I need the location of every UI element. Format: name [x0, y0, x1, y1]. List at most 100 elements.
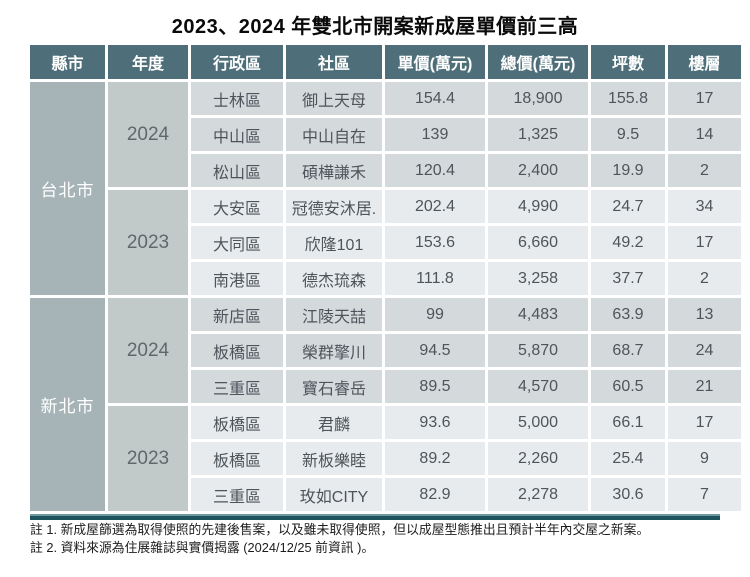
community-cell: 德杰琉森 — [286, 262, 382, 295]
district-cell: 大安區 — [191, 190, 283, 223]
unit-price-cell: 202.4 — [385, 190, 485, 223]
year-cell: 2023 — [108, 406, 188, 511]
total-price-cell: 2,400 — [488, 154, 588, 187]
total-price-cell: 4,483 — [488, 298, 588, 331]
community-cell: 御上天母 — [286, 82, 382, 115]
table-header-row: 縣市 年度 行政區 社區 單價(萬元) 總價(萬元) 坪數 樓層 — [30, 45, 741, 79]
bottom-accent-bar — [30, 514, 720, 520]
floor-cell: 17 — [668, 82, 741, 115]
floor-cell: 2 — [668, 154, 741, 187]
unit-price-cell: 120.4 — [385, 154, 485, 187]
community-cell: 玫如CITY — [286, 478, 382, 511]
size-cell: 9.5 — [591, 118, 665, 151]
table-row: 板橋區 榮群擎川 94.5 5,870 68.7 24 — [30, 334, 741, 367]
table-row: 台北市 2024 士林區 御上天母 154.4 18,900 155.8 17 — [30, 82, 741, 295]
total-price-cell: 2,278 — [488, 478, 588, 511]
community-cell: 冠德安沐居. — [286, 190, 382, 223]
district-cell: 板橋區 — [191, 334, 283, 367]
unit-price-cell: 93.6 — [385, 406, 485, 439]
total-price-cell: 4,570 — [488, 370, 588, 403]
year-cell: 2024 — [108, 298, 188, 403]
col-header-year: 年度 — [108, 45, 188, 79]
floor-cell: 17 — [668, 226, 741, 259]
floor-cell: 13 — [668, 298, 741, 331]
size-cell: 30.6 — [591, 478, 665, 511]
district-cell: 中山區 — [191, 118, 283, 151]
district-cell: 板橋區 — [191, 406, 283, 439]
table-row: 松山區 碩樺謙禾 120.4 2,400 19.9 2 — [30, 154, 741, 187]
floor-cell: 7 — [668, 478, 741, 511]
district-cell: 大同區 — [191, 226, 283, 259]
community-cell: 新板樂睦 — [286, 442, 382, 475]
city-cell: 新北市 — [30, 298, 105, 511]
col-header-city: 縣市 — [30, 45, 105, 79]
community-cell: 碩樺謙禾 — [286, 154, 382, 187]
table-row: 三重區 寶石睿岳 89.5 4,570 60.5 21 — [30, 370, 741, 403]
table-row: 南港區 德杰琉森 111.8 3,258 37.7 2 — [30, 262, 741, 295]
total-price-cell: 5,870 — [488, 334, 588, 367]
table-row: 板橋區 新板樂睦 89.2 2,260 25.4 9 — [30, 442, 741, 475]
year-cell: 2023 — [108, 190, 188, 295]
table-row: 中山區 中山自在 139 1,325 9.5 14 — [30, 118, 741, 151]
community-cell: 君麟 — [286, 406, 382, 439]
table-body: 台北市 2024 士林區 御上天母 154.4 18,900 155.8 17 中山區 中山自在 1… — [30, 82, 741, 511]
floor-cell: 21 — [668, 370, 741, 403]
unit-price-cell: 99 — [385, 298, 485, 331]
table-row: 2023 板橋區 君麟 93.6 5,000 66.1 17 — [30, 406, 741, 511]
community-cell: 中山自在 — [286, 118, 382, 151]
size-cell: 25.4 — [591, 442, 665, 475]
unit-price-cell: 153.6 — [385, 226, 485, 259]
unit-price-cell: 154.4 — [385, 82, 485, 115]
city-cell: 台北市 — [30, 82, 105, 295]
district-cell: 士林區 — [191, 82, 283, 115]
total-price-cell: 5,000 — [488, 406, 588, 439]
total-price-cell: 18,900 — [488, 82, 588, 115]
community-cell: 寶石睿岳 — [286, 370, 382, 403]
unit-price-cell: 89.5 — [385, 370, 485, 403]
total-price-cell: 4,990 — [488, 190, 588, 223]
floor-cell: 34 — [668, 190, 741, 223]
community-cell: 榮群擎川 — [286, 334, 382, 367]
size-cell: 19.9 — [591, 154, 665, 187]
price-table-wrap: 縣市 年度 行政區 社區 單價(萬元) 總價(萬元) 坪數 樓層 台北市 2024… — [27, 42, 741, 520]
floor-cell: 17 — [668, 406, 741, 439]
footnotes: 註 1. 新成屋篩選為取得使照的先建後售案，以及雖未取得使照，但以成屋型態推出且… — [30, 521, 730, 557]
size-cell: 37.7 — [591, 262, 665, 295]
size-cell: 155.8 — [591, 82, 665, 115]
total-price-cell: 1,325 — [488, 118, 588, 151]
district-cell: 新店區 — [191, 298, 283, 331]
unit-price-cell: 111.8 — [385, 262, 485, 295]
col-header-size: 坪數 — [591, 45, 665, 79]
unit-price-cell: 89.2 — [385, 442, 485, 475]
district-cell: 三重區 — [191, 370, 283, 403]
unit-price-cell: 94.5 — [385, 334, 485, 367]
table-row: 2023 大安區 冠德安沐居. 202.4 4,990 24.7 34 — [30, 190, 741, 295]
unit-price-cell: 139 — [385, 118, 485, 151]
footnote-1: 註 1. 新成屋篩選為取得使照的先建後售案，以及雖未取得使照，但以成屋型態推出且… — [30, 522, 650, 537]
size-cell: 49.2 — [591, 226, 665, 259]
page-title: 2023、2024 年雙北市開案新成屋單價前三高 — [171, 16, 579, 38]
district-cell: 南港區 — [191, 262, 283, 295]
district-cell: 松山區 — [191, 154, 283, 187]
size-cell: 63.9 — [591, 298, 665, 331]
community-cell: 欣隆101 — [286, 226, 382, 259]
size-cell: 68.7 — [591, 334, 665, 367]
total-price-cell: 2,260 — [488, 442, 588, 475]
year-cell: 2024 — [108, 82, 188, 187]
unit-price-cell: 82.9 — [385, 478, 485, 511]
table-row: 大同區 欣隆101 153.6 6,660 49.2 17 — [30, 226, 741, 259]
price-table: 縣市 年度 行政區 社區 單價(萬元) 總價(萬元) 坪數 樓層 台北市 2024… — [27, 42, 744, 514]
district-cell: 板橋區 — [191, 442, 283, 475]
size-cell: 66.1 — [591, 406, 665, 439]
district-cell: 三重區 — [191, 478, 283, 511]
total-price-cell: 3,258 — [488, 262, 588, 295]
floor-cell: 9 — [668, 442, 741, 475]
floor-cell: 14 — [668, 118, 741, 151]
community-cell: 江陵天喆 — [286, 298, 382, 331]
total-price-cell: 6,660 — [488, 226, 588, 259]
floor-cell: 2 — [668, 262, 741, 295]
col-header-community: 社區 — [286, 45, 382, 79]
footnote-2: 註 2. 資料來源為住展雜誌與實價揭露 (2024/12/25 前資訊 )。 — [30, 540, 375, 555]
col-header-total-price: 總價(萬元) — [488, 45, 588, 79]
